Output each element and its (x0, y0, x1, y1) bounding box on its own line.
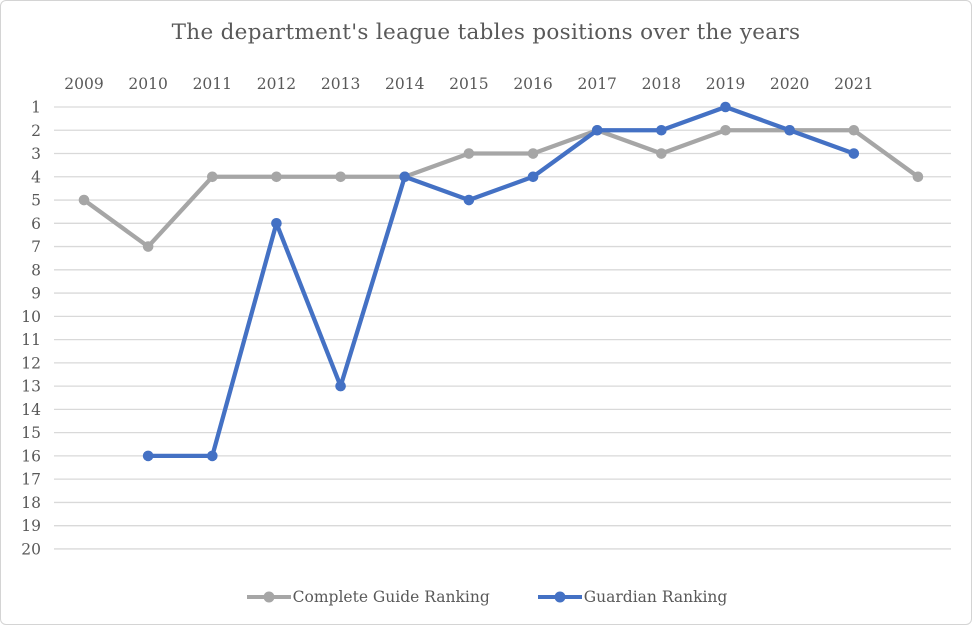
data-point-marker (207, 450, 218, 462)
data-point-marker (463, 148, 475, 159)
x-tick-label-2021: 2021 (834, 75, 873, 93)
y-tick-label-18: 18 (21, 494, 41, 512)
data-point-marker (335, 171, 346, 183)
x-tick-label-2016: 2016 (513, 75, 552, 93)
y-tick-label-1: 1 (31, 99, 41, 117)
x-tick-label-2017: 2017 (577, 75, 616, 93)
x-tick-label-2012: 2012 (257, 75, 296, 93)
legend-item-guardian: Guardian Ranking (536, 588, 728, 606)
data-point-marker (335, 380, 346, 392)
data-point-marker (399, 171, 411, 183)
data-point-marker (656, 124, 667, 136)
y-tick-label-5: 5 (31, 192, 41, 210)
series-line-1 (145, 104, 856, 459)
y-tick-label-11: 11 (21, 331, 41, 349)
data-point-marker (848, 148, 860, 159)
y-tick-label-9: 9 (31, 285, 41, 303)
data-point-marker (527, 171, 539, 183)
data-point-marker (78, 194, 90, 206)
data-point-marker (591, 124, 603, 136)
y-tick-label-12: 12 (21, 354, 41, 372)
data-point-marker (463, 194, 475, 206)
complete-guide-legend-marker-icon (246, 591, 291, 603)
y-tick-label-8: 8 (31, 261, 41, 279)
y-tick-label-20: 20 (21, 540, 41, 558)
x-tick-label-2014: 2014 (385, 75, 425, 93)
legend-label-complete-guide: Complete Guide Ranking (292, 588, 490, 606)
x-tick-label-2011: 2011 (193, 75, 232, 93)
y-tick-label-14: 14 (21, 401, 41, 419)
y-tick-label-4: 4 (31, 168, 41, 186)
x-tick-label-2015: 2015 (449, 75, 488, 93)
x-tick-label-2019: 2019 (706, 75, 745, 93)
data-point-marker (784, 124, 795, 136)
y-tick-label-13: 13 (21, 378, 41, 396)
chart-legend: Complete Guide Ranking Guardian Ranking (1, 588, 971, 606)
y-tick-label-19: 19 (21, 517, 41, 535)
y-tick-label-3: 3 (31, 145, 41, 163)
data-point-marker (527, 148, 539, 159)
data-point-marker (848, 124, 860, 136)
x-tick-label-2020: 2020 (770, 75, 809, 93)
x-tick-label-2010: 2010 (128, 75, 167, 93)
legend-label-guardian: Guardian Ranking (583, 588, 728, 606)
y-tick-label-16: 16 (21, 447, 41, 465)
series-line-0 (81, 128, 921, 249)
data-point-marker (271, 218, 282, 229)
y-tick-label-2: 2 (31, 122, 41, 140)
y-tick-label-7: 7 (31, 238, 41, 256)
data-point-marker (207, 171, 218, 183)
y-tick-label-17: 17 (21, 471, 41, 489)
x-tick-label-2013: 2013 (321, 75, 360, 93)
legend-item-complete-guide: Complete Guide Ranking (245, 588, 490, 606)
chart-title: The department's league tables positions… (171, 20, 801, 45)
y-tick-label-15: 15 (21, 424, 41, 442)
x-tick-label-2018: 2018 (642, 75, 681, 93)
data-point-marker (656, 148, 667, 159)
guardian-legend-marker-icon (537, 591, 582, 603)
y-tick-label-6: 6 (31, 215, 41, 233)
y-tick-label-10: 10 (21, 308, 41, 326)
data-point-marker (142, 241, 154, 252)
data-point-marker (720, 124, 731, 136)
x-tick-label-2009: 2009 (64, 75, 103, 93)
data-point-marker (142, 450, 154, 462)
data-point-marker (720, 101, 731, 113)
data-point-marker (912, 171, 924, 183)
data-point-marker (271, 171, 282, 183)
